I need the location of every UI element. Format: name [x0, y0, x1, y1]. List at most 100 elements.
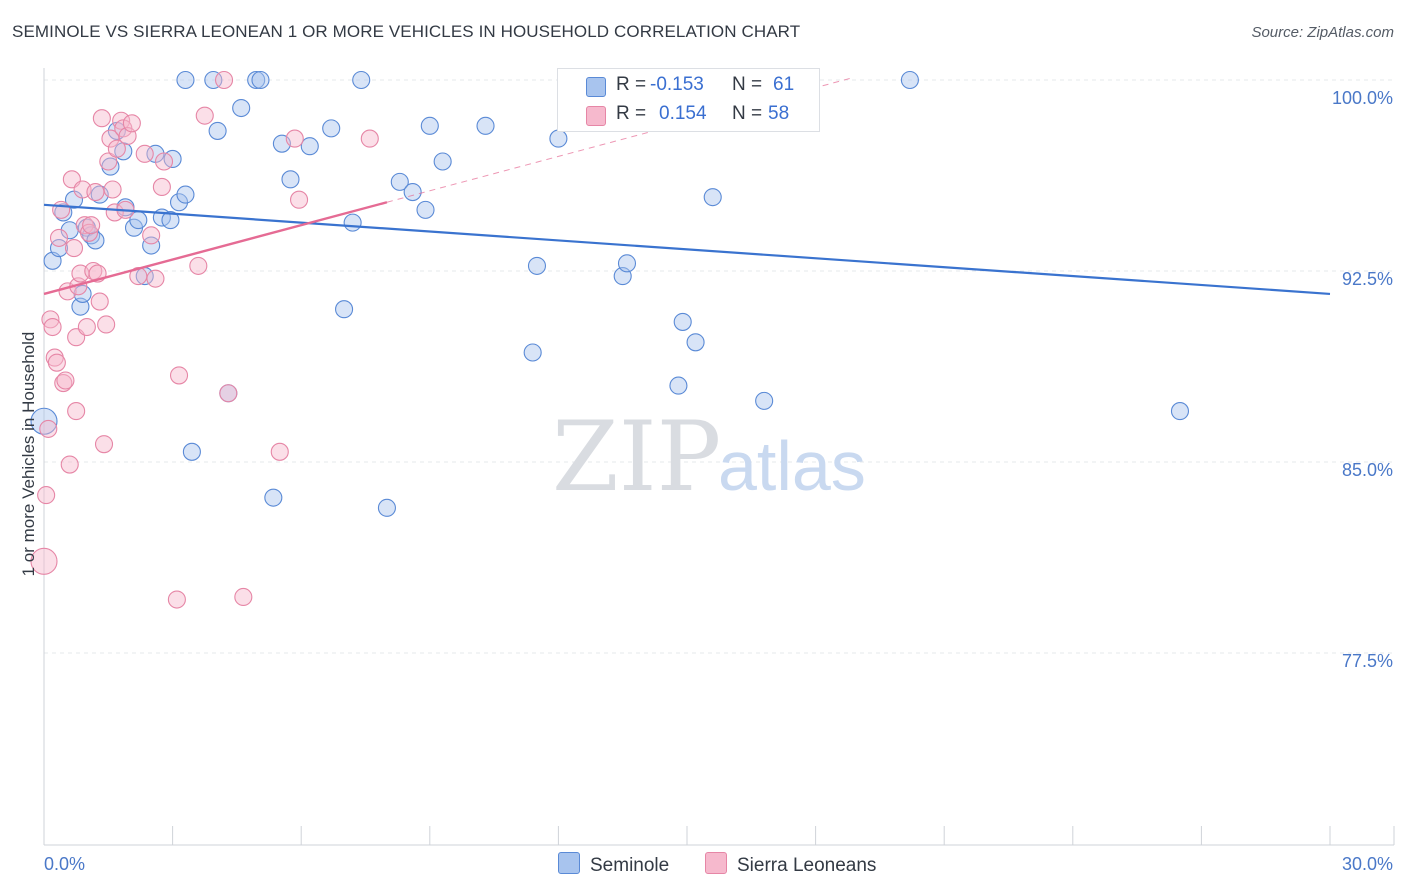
- trend-lines: [43, 76, 1331, 296]
- seminole-point-26: [176, 70, 195, 90]
- seminole-point-54: [669, 376, 688, 395]
- seminole-trend-line: [43, 203, 1331, 296]
- sierra-point-49: [189, 256, 208, 275]
- seminole-point-53: [617, 254, 637, 273]
- seminole-point-38: [322, 119, 341, 138]
- sierra-point-45: [152, 177, 171, 197]
- seminole-point-28: [204, 70, 223, 90]
- sierra-point-12: [60, 455, 79, 474]
- bottom-legend-swatch-sierra-leoneans: [705, 852, 727, 874]
- watermark: ZIP atlas: [552, 401, 866, 513]
- sierra-point-51: [214, 70, 234, 90]
- seminole-point-55: [673, 312, 692, 331]
- bottom-legend-swatch-seminole: [558, 852, 580, 874]
- legend-r-label: R =: [616, 74, 647, 95]
- seminole-point-32: [247, 70, 266, 90]
- legend-r-label: R =: [616, 103, 647, 124]
- sierra-point-14: [64, 239, 84, 258]
- seminole-point-36: [281, 170, 300, 189]
- x-tick-label-1: 30.0%: [1342, 854, 1393, 874]
- seminole-point-25: [176, 185, 195, 204]
- axes: [43, 68, 1394, 846]
- legend-n-label: N =: [732, 74, 763, 95]
- chart-source: Source: ZipAtlas.com: [1251, 24, 1394, 41]
- chart-title: SEMINOLE VS SIERRA LEONEAN 1 OR MORE VEH…: [12, 22, 801, 41]
- sierra-trend-line: [43, 201, 388, 296]
- sierra-point-48: [169, 366, 189, 385]
- seminole-point-57: [703, 188, 722, 207]
- y-tick-label-2: 85.0%: [1342, 460, 1393, 480]
- seminole-point-33: [251, 70, 270, 90]
- sierra-point-52: [219, 384, 238, 403]
- seminole-point-39: [335, 300, 354, 319]
- seminole-point-48: [476, 116, 495, 135]
- sierra-point-46: [154, 152, 174, 171]
- bottom-legend-seminole: Seminole: [558, 852, 669, 876]
- y-tick-labels: 100.0% 92.5% 85.0% 77.5%: [1332, 88, 1393, 671]
- seminole-point-60: [1170, 402, 1190, 421]
- sierra-point-3: [41, 310, 60, 329]
- seminole-point-59: [900, 70, 919, 90]
- seminole-point-24: [169, 193, 189, 212]
- sierra-point-25: [86, 183, 105, 202]
- legend-n-value-seminole: 61: [773, 74, 795, 95]
- sierra-point-22: [79, 223, 99, 242]
- legend-row-sierra-leoneans: R = 0.154 N = 58: [558, 100, 819, 130]
- sierra-point-4: [43, 317, 62, 337]
- sierra-point-35: [107, 139, 126, 158]
- watermark-atlas: atlas: [718, 427, 866, 505]
- y-tick-label-0: 100.0%: [1332, 88, 1393, 108]
- sierra-point-47: [167, 590, 186, 609]
- seminole-point-41: [352, 70, 371, 90]
- x-ticks: [43, 826, 1395, 845]
- sierra-point-40: [122, 114, 141, 133]
- bottom-legend-label-seminole: Seminole: [590, 855, 670, 876]
- sierra-point-27: [90, 292, 109, 311]
- seminole-point-40: [343, 213, 362, 232]
- sierra-point-7: [49, 228, 69, 247]
- y-tick-label-1: 92.5%: [1342, 269, 1393, 289]
- seminole-point-42: [390, 172, 409, 191]
- legend-r-value-sierra-leoneans: 0.154: [659, 103, 707, 124]
- sierra-point-34: [105, 203, 124, 222]
- sierra-point-50: [195, 106, 214, 125]
- x-tick-label-0: 0.0%: [44, 854, 85, 874]
- bottom-legend-sierra-leoneans: Sierra Leoneans: [705, 852, 876, 876]
- seminole-point-19: [142, 236, 161, 255]
- sierra-point-10: [56, 371, 75, 390]
- sierra-point-31: [99, 152, 118, 171]
- x-tick-labels: 0.0% 30.0%: [44, 854, 1393, 874]
- sierra-point-57: [360, 129, 379, 148]
- sierra-point-15: [67, 402, 86, 421]
- seminole-point-29: [208, 121, 227, 140]
- bottom-legend-label-sierra-leoneans: Sierra Leoneans: [737, 855, 877, 876]
- sierra-point-30: [97, 315, 116, 334]
- sierra-point-8: [52, 200, 71, 219]
- stats-legend: R = -0.153 N = 61 R = 0.154 N = 58: [557, 68, 820, 132]
- sierra-point-36: [112, 111, 131, 130]
- sierra-point-23: [82, 216, 101, 235]
- sierra-point-54: [270, 442, 289, 461]
- data-points: [30, 70, 1190, 609]
- sierra-point-29: [94, 435, 114, 454]
- sierra-point-53: [234, 587, 253, 607]
- sierra-trend-extension: [386, 76, 855, 203]
- seminole-point-46: [420, 116, 439, 135]
- legend-n-label: N =: [732, 103, 763, 124]
- seminole-point-43: [377, 498, 396, 517]
- y-tick-label-3: 77.5%: [1342, 651, 1393, 671]
- sierra-point-9: [54, 374, 73, 393]
- seminole-point-2: [49, 239, 69, 258]
- seminole-point-27: [182, 442, 201, 461]
- sierra-point-42: [135, 144, 154, 163]
- sierra-point-55: [285, 129, 304, 148]
- legend-r-value-seminole: -0.153: [650, 74, 704, 95]
- seminole-point-37: [300, 137, 319, 156]
- sierra-point-44: [146, 269, 165, 288]
- legend-row-seminole: R = -0.153 N = 61: [558, 71, 819, 101]
- seminole-point-49: [523, 343, 542, 362]
- sierra-point-6: [47, 353, 66, 372]
- seminole-point-45: [416, 200, 435, 219]
- sierra-point-0: [30, 547, 58, 575]
